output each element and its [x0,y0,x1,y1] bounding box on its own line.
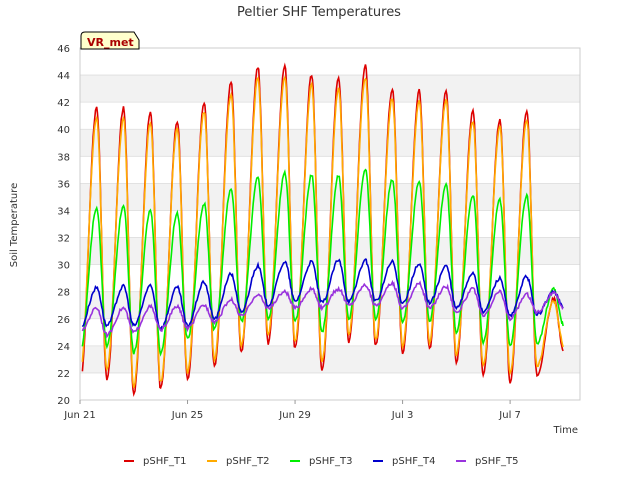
y-tick-label: 30 [57,261,70,272]
x-axis: Jun 21 Jun 25 Jun 29 Jul 3 Jul 7 [63,400,521,421]
grid-band [80,75,580,103]
legend-label: pSHF_T1 [143,456,186,467]
y-tick-label: 46 [57,44,70,55]
x-tick-label: Jun 21 [63,410,96,421]
grid-band [80,183,580,211]
grid-band [80,129,580,157]
badge: VR_met [80,31,140,50]
x-axis-label: Time [553,425,578,436]
y-tick-label: 22 [57,369,70,380]
series-line-pSHF_T3 [81,168,564,357]
chart-title: Peltier SHF Temperatures [237,5,401,20]
legend-label: pSHF_T4 [392,456,435,467]
y-tick-label: 34 [57,206,70,217]
y-axis-label: Soil Temperature [9,183,20,268]
y-tick-label: 44 [57,71,70,82]
y-tick-label: 28 [57,288,70,299]
y-tick-label: 40 [57,125,70,136]
legend-label: pSHF_T2 [226,456,269,467]
grid-band [80,291,580,319]
series-layer [81,62,564,398]
x-tick-label: Jul 7 [498,410,521,421]
legend-label: pSHF_T5 [475,456,518,467]
badge-label: VR_met [87,36,134,49]
y-tick-label: 32 [57,234,70,245]
x-tick-label: Jun 29 [278,410,311,421]
y-tick-label: 36 [57,179,70,190]
y-tick-label: 26 [57,315,70,326]
y-tick-label: 42 [57,98,70,109]
legend: pSHF_T1 pSHF_T2 pSHF_T3 pSHF_T4 pSHF_T5 [124,456,518,467]
grid-band [80,345,580,373]
series-line-pSHF_T2 [81,75,564,388]
plot-frame [79,47,581,401]
series-line-pSHF_T5 [81,279,564,339]
y-tick-label: 24 [57,342,70,353]
x-tick-label: Jul 3 [391,410,414,421]
legend-label: pSHF_T3 [309,456,352,467]
y-axis: 20 22 24 26 28 30 32 34 36 38 40 42 44 46 [57,44,70,407]
x-tick-label: Jun 25 [171,410,204,421]
y-tick-label: 38 [57,152,70,163]
y-tick-label: 20 [57,396,70,407]
